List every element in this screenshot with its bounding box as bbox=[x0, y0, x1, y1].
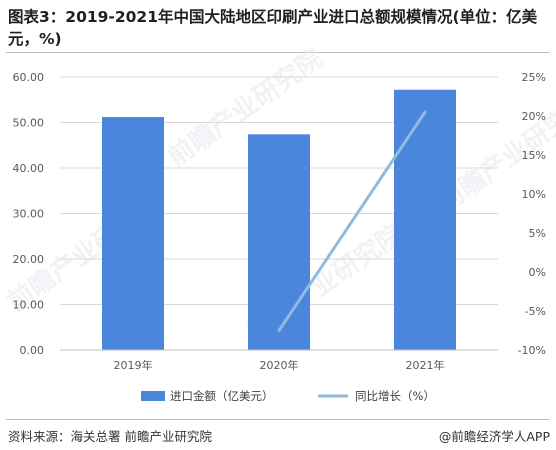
y-left-tick-label: 50.00 bbox=[13, 117, 45, 130]
y-left-tick-label: 0.00 bbox=[20, 344, 45, 357]
y-right-tick-label: 20% bbox=[522, 110, 546, 123]
y-left-tick-label: 10.00 bbox=[13, 299, 45, 312]
line-path bbox=[277, 110, 427, 332]
y-right-tick-label: -10% bbox=[518, 344, 546, 357]
x-tick-label: 2019年 bbox=[114, 358, 153, 372]
y-right-tick-label: 0% bbox=[529, 266, 546, 279]
y-left-tick-label: 40.00 bbox=[13, 162, 45, 175]
y-right-tick-label: 25% bbox=[522, 71, 546, 84]
legend: 进口金额（亿美元） 同比增长（%） bbox=[141, 389, 435, 403]
y-right-tick-label: 10% bbox=[522, 188, 546, 201]
y-right-tick-label: -5% bbox=[525, 305, 546, 318]
title-divider bbox=[6, 52, 550, 53]
bar bbox=[102, 117, 164, 350]
y-left-tick-label: 60.00 bbox=[13, 71, 45, 84]
legend-bar-swatch bbox=[141, 391, 165, 401]
source-note: 资料来源：海关总署 前瞻产业研究院 bbox=[8, 429, 212, 444]
left-y-axis: 0.00 10.00 20.00 30.00 40.00 50.00 60.00 bbox=[13, 71, 45, 357]
x-axis: 2019年 2020年 2021年 bbox=[60, 349, 498, 372]
y-right-tick-label: 15% bbox=[522, 149, 546, 162]
y-right-tick-label: 5% bbox=[529, 227, 546, 240]
x-tick-label: 2020年 bbox=[260, 358, 299, 372]
y-left-tick-label: 20.00 bbox=[13, 253, 45, 266]
legend-bar-label: 进口金额（亿美元） bbox=[170, 389, 274, 403]
footer-divider bbox=[6, 419, 550, 420]
credit-note: @前瞻经济学人APP bbox=[438, 429, 550, 444]
line-series bbox=[277, 110, 427, 332]
chart-title: 图表3：2019-2021年中国大陆地区印刷产业进口总额规模情况(单位：亿美元，… bbox=[8, 8, 538, 48]
bar-series bbox=[102, 89, 456, 351]
bar bbox=[394, 89, 456, 351]
x-tick-label: 2021年 bbox=[406, 358, 445, 372]
right-y-axis: -10% -5% 0% 5% 10% 15% 20% 25% bbox=[518, 71, 546, 357]
legend-line-label: 同比增长（%） bbox=[355, 389, 435, 403]
bar bbox=[248, 134, 310, 350]
y-left-tick-label: 30.00 bbox=[13, 208, 45, 221]
